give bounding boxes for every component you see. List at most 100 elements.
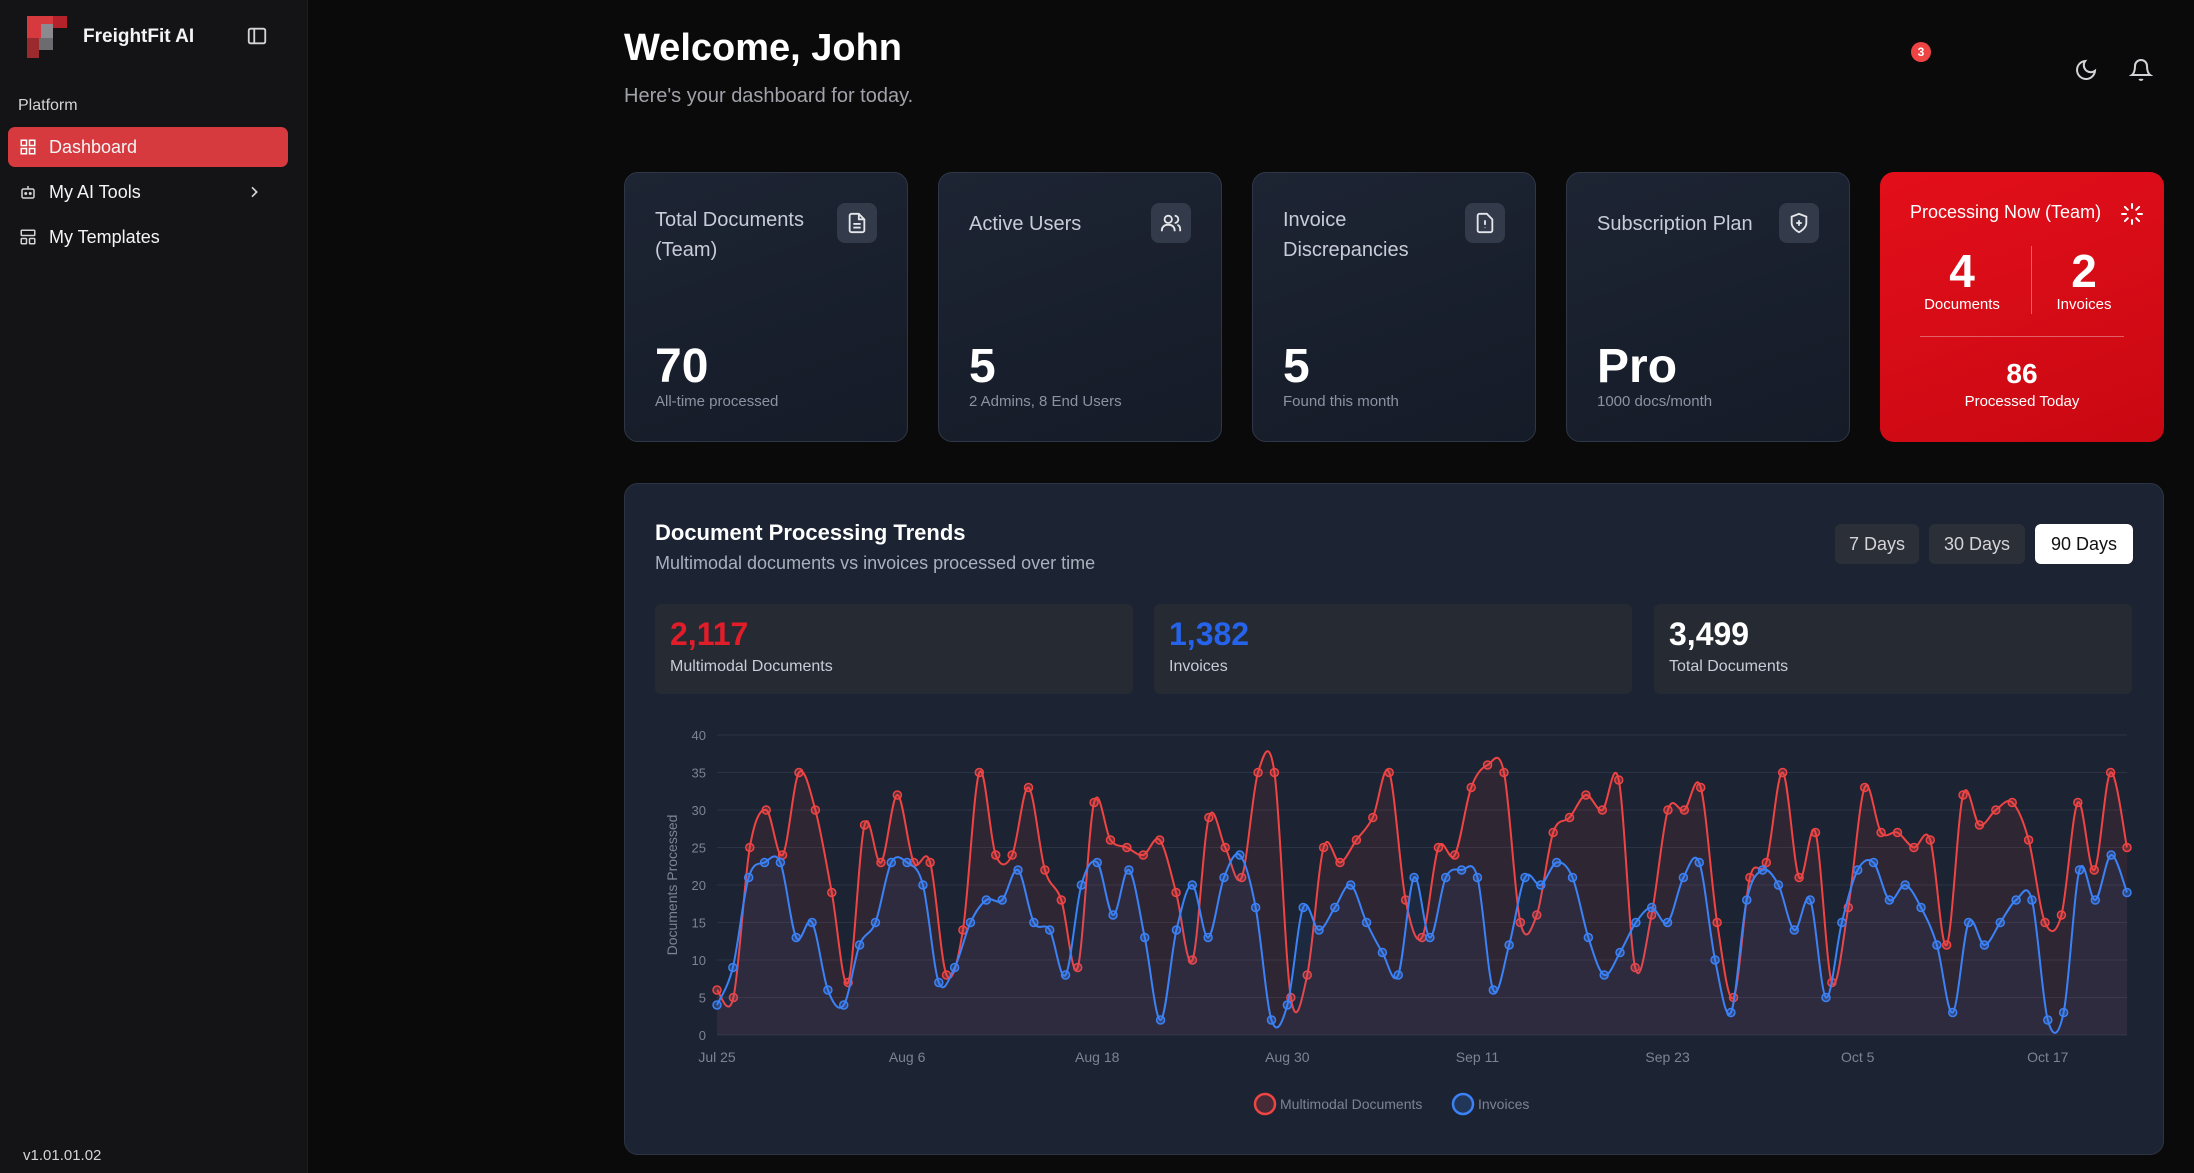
data-point: [1335, 857, 1345, 868]
data-point: [1979, 940, 1990, 950]
brand[interactable]: FreightFit AI: [27, 16, 194, 58]
trends-line-chart: 0 5 10 15 20 25 30 35 40 Documents Processed Jul 2…: [664, 728, 2132, 1116]
data-point: [1892, 827, 1903, 838]
data-point: [1777, 767, 1788, 778]
data-point: [823, 985, 833, 995]
data-point: [1488, 985, 1499, 995]
x-tick-label: Oct 17: [2027, 1049, 2068, 1065]
data-point: [1581, 790, 1591, 800]
data-point: [1253, 767, 1263, 778]
data-point: [2007, 797, 2017, 808]
data-point: [1694, 857, 1704, 868]
stat-value: 3,499: [1669, 616, 1750, 652]
legend-marker: [1451, 1092, 1475, 1116]
data-point: [990, 850, 1001, 860]
data-point: [759, 857, 770, 868]
range-90-days-button[interactable]: 90 Days: [2035, 524, 2133, 564]
data-point: [1472, 872, 1483, 883]
data-point: [775, 857, 786, 868]
data-point: [1805, 895, 1815, 905]
sidebar-item-my-templates[interactable]: My Templates: [8, 217, 288, 257]
data-point: [1536, 880, 1546, 890]
data-point: [1013, 865, 1023, 875]
y-tick-label: 0: [699, 1028, 706, 1043]
data-point: [1597, 805, 1608, 815]
stat-card-active-users: Active Users 5 2 Admins, 8 End Users: [938, 172, 1222, 442]
card-value: 5: [1283, 340, 1310, 393]
card-title: Total Documents (Team): [655, 209, 804, 261]
range-7-days-button[interactable]: 7 Days: [1835, 524, 1919, 564]
data-point: [1409, 872, 1419, 883]
data-point: [1368, 812, 1378, 823]
data-point: [1932, 940, 1942, 950]
users-icon: [1151, 203, 1191, 243]
data-point: [728, 962, 738, 973]
legend-marker: [1253, 1092, 1277, 1116]
notification-badge: 3: [1911, 42, 1931, 62]
moon-icon[interactable]: [2068, 52, 2104, 88]
data-point: [1187, 955, 1198, 965]
stat-label: Total Documents: [1669, 658, 1789, 675]
data-point: [2089, 865, 2099, 875]
file-text-icon: [837, 203, 877, 243]
data-point: [1837, 917, 1847, 928]
card-title: Invoice Discrepancies: [1283, 209, 1409, 261]
range-30-days-button[interactable]: 30 Days: [1929, 524, 2025, 564]
data-point: [1551, 857, 1562, 868]
divider: [2031, 246, 2032, 314]
y-tick-label: 20: [692, 878, 706, 893]
data-point: [712, 1000, 722, 1010]
card-title: Active Users: [969, 213, 1082, 235]
sidebar-item-label: My AI Tools: [49, 181, 141, 202]
processed-today-value: 86: [2006, 358, 2038, 389]
data-point: [1171, 925, 1182, 935]
sidebar-section-label: Platform: [18, 97, 78, 114]
x-tick-label: Sep 23: [1645, 1049, 1690, 1065]
series-line: [716, 852, 2128, 1034]
data-point: [1007, 850, 1017, 860]
bell-icon[interactable]: [2123, 52, 2159, 88]
data-point: [1351, 835, 1362, 845]
bot-icon: [21, 186, 35, 199]
card-title: Subscription Plan: [1597, 213, 1753, 235]
y-tick-label: 25: [692, 841, 706, 856]
stat-label: Multimodal Documents: [670, 658, 833, 675]
data-point: [1269, 767, 1280, 778]
data-point: [1187, 880, 1198, 890]
sidebar-toggle-icon[interactable]: [246, 25, 270, 49]
data-point: [1330, 902, 1340, 913]
data-point: [1425, 932, 1435, 943]
data-point: [1138, 850, 1149, 860]
data-point: [1072, 962, 1083, 973]
data-point: [1646, 902, 1657, 913]
divider: [1920, 336, 2124, 337]
stat-total-documents: 3,499 Total Documents: [1654, 604, 2132, 694]
data-point: [838, 1000, 849, 1010]
data-point: [728, 992, 739, 1003]
data-point: [1155, 1015, 1166, 1025]
data-point: [1662, 917, 1673, 928]
page-title: Welcome, John: [624, 27, 903, 69]
data-point: [1991, 805, 2001, 815]
x-tick-label: Aug 30: [1265, 1049, 1310, 1065]
data-point: [2105, 767, 2116, 778]
data-point: [854, 940, 865, 950]
x-tick-label: Oct 5: [1841, 1049, 1875, 1065]
sidebar-item-dashboard[interactable]: Dashboard: [8, 127, 288, 167]
data-point: [810, 805, 821, 815]
data-point: [1742, 895, 1752, 905]
data-point: [2090, 895, 2101, 905]
data-point: [2043, 1015, 2053, 1025]
data-point: [1663, 805, 1673, 815]
data-point: [1515, 917, 1526, 928]
processing-title: Processing Now (Team): [1910, 202, 2102, 222]
sidebar-item-my-ai-tools[interactable]: My AI Tools: [8, 172, 288, 212]
data-point: [1298, 902, 1308, 913]
data-point: [1441, 872, 1451, 883]
x-tick-label: Sep 11: [1456, 1049, 1500, 1065]
page-subtitle: Here's your dashboard for today.: [624, 85, 914, 107]
data-point: [1089, 797, 1099, 808]
sidebar-item-label: Dashboard: [49, 136, 138, 157]
document-processing-trends-panel: Document Processing Trends Multimodal do…: [624, 483, 2164, 1155]
data-point: [1219, 872, 1229, 883]
